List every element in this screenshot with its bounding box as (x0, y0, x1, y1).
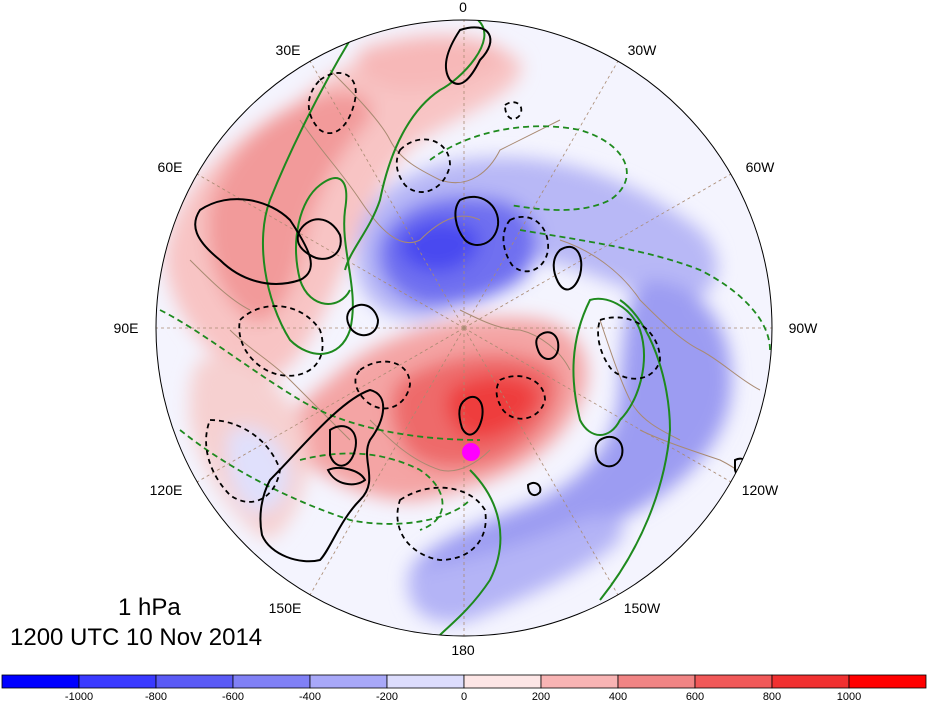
colorbar: -1000 -800 -600 -400 -200 0 200 400 600 800 1000 (1, 674, 927, 702)
shaded-anomaly-field (156, 20, 772, 636)
datetime-label: 1200 UTC 10 Nov 2014 (10, 624, 263, 651)
colorbar-tick-label: 200 (532, 691, 550, 702)
colorbar-tick-label: 600 (686, 691, 704, 702)
colorbar-swatch (694, 674, 773, 689)
colorbar-swatch (540, 674, 619, 689)
map-boundary (155, 19, 773, 637)
colorbar-tick-label: 1000 (837, 691, 861, 702)
colorbar-tick-label: 0 (461, 691, 467, 702)
lon-label-60w: 60W (746, 159, 776, 175)
colorbar-tick-label: -1000 (65, 691, 93, 702)
lon-label-90w: 90W (789, 320, 819, 336)
lon-label-120w: 120W (742, 482, 779, 498)
lon-label-180: 180 (451, 642, 475, 658)
lon-label-90e: 90E (114, 320, 139, 336)
colorbar-swatch (309, 674, 388, 689)
longitude-labels: 0 30W 60W 90W 120W 150W 180 150E 120E 90… (114, 0, 819, 658)
colorbar-swatch (617, 674, 696, 689)
coastlines (189, 69, 761, 491)
lon-label-120e: 120E (150, 482, 183, 498)
colorbar-swatch (155, 674, 234, 689)
colorbar-tick-label: -400 (299, 691, 321, 702)
lon-label-150e: 150E (269, 600, 302, 616)
black-dashed-contours (205, 72, 661, 561)
colorbar-swatch (386, 674, 465, 689)
colorbar-tick-label: 400 (609, 691, 627, 702)
lon-label-0: 0 (459, 0, 467, 15)
location-marker (462, 443, 480, 461)
colorbar-swatch (771, 674, 850, 689)
colorbar-tick-label: -200 (376, 691, 398, 702)
colorbar-swatch (463, 674, 542, 689)
colorbar-tick-label: -600 (222, 691, 244, 702)
lon-label-30w: 30W (628, 42, 658, 58)
pressure-level-label: 1 hPa (118, 594, 181, 621)
colorbar-swatch (232, 674, 311, 689)
lon-label-30e: 30E (276, 42, 301, 58)
colorbar-swatch (848, 674, 927, 689)
colorbar-tick-label: 800 (763, 691, 781, 702)
green-dashed-contours (159, 125, 771, 531)
colorbar-swatch (78, 674, 157, 689)
colorbar-tick-label: -800 (145, 691, 167, 702)
lon-label-150w: 150W (624, 600, 661, 616)
colorbar-swatch (1, 674, 80, 689)
green-solid-contours (261, 20, 672, 636)
lon-label-60e: 60E (158, 159, 183, 175)
